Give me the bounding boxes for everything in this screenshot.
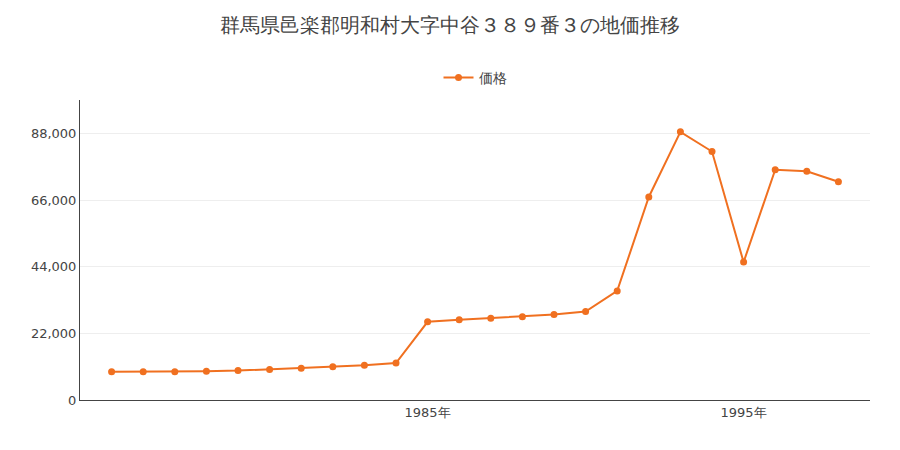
svg-text:44,000: 44,000 <box>31 259 77 274</box>
svg-text:88,000: 88,000 <box>31 126 77 141</box>
svg-text:群馬県邑楽郡明和村大字中谷３８９番３の地価推移: 群馬県邑楽郡明和村大字中谷３８９番３の地価推移 <box>220 13 680 37</box>
svg-text:1985年: 1985年 <box>405 405 451 420</box>
svg-text:価格: 価格 <box>479 70 507 86</box>
svg-text:22,000: 22,000 <box>31 326 77 341</box>
svg-text:66,000: 66,000 <box>31 193 77 208</box>
svg-text:0: 0 <box>68 393 76 408</box>
svg-text:1995年: 1995年 <box>721 405 767 420</box>
